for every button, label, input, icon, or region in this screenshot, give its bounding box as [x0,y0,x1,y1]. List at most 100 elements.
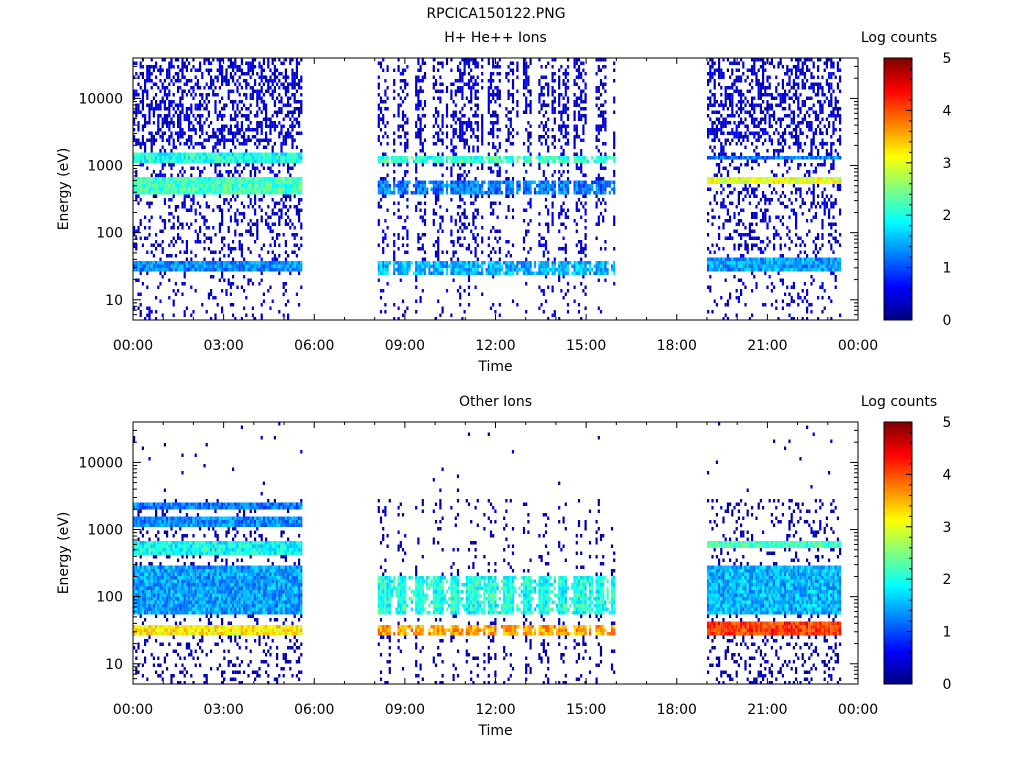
heatmap-cell [577,198,581,202]
heatmap-cell [196,187,199,191]
heatmap-cell [379,310,383,314]
heatmap-cell [729,156,732,160]
heatmap-cell [577,68,581,72]
heatmap-cell [382,184,385,188]
heatmap-cell [291,135,294,139]
heatmap-cell [278,170,281,174]
heatmap-cell [527,79,530,83]
heatmap-cell [595,187,598,191]
heatmap-cell [711,121,714,125]
heatmap-cell [417,156,420,160]
heatmap-cell [474,247,477,251]
heatmap-cell [172,236,175,240]
heatmap-cell [562,296,565,300]
heatmap-cell [388,261,391,265]
heatmap-cell [577,191,581,195]
heatmap-cell [731,152,734,156]
heatmap-cell [481,117,484,121]
heatmap-cell [709,285,712,289]
heatmap-cell [168,180,171,184]
heatmap-cell [159,184,162,188]
heatmap-cell [225,156,228,160]
heatmap-cell [472,271,475,275]
heatmap-cell [181,180,184,184]
heatmap-cell [382,240,385,244]
heatmap-cell [273,100,276,104]
heatmap-cell [382,180,385,184]
heatmap-cell [168,75,171,79]
heatmap-cell [249,229,252,233]
heatmap-cell [709,201,712,205]
heatmap-cell [168,68,171,72]
heatmap-cell [135,198,138,202]
heatmap-cell [608,191,611,195]
heatmap-cell [432,264,435,268]
heatmap-cell [159,261,162,265]
heatmap-cell [726,219,729,223]
heatmap-cell [227,58,230,62]
heatmap-cell [192,124,195,128]
heatmap-cell [256,89,259,93]
heatmap-cell [564,226,567,230]
heatmap-cell [713,68,716,72]
heatmap-cell [254,159,257,163]
heatmap-cell [232,173,235,177]
heatmap-cell [423,194,427,198]
heatmap-cell [377,222,380,226]
heatmap-cell [573,219,576,223]
heatmap-cell [168,184,171,188]
heatmap-cell [258,180,261,184]
heatmap-cell [236,89,239,93]
heatmap-cell [527,135,530,139]
heatmap-cell [445,58,449,62]
heatmap-cell [276,184,279,188]
heatmap-cell [262,268,265,272]
heatmap-cell [133,226,136,230]
heatmap-cell [232,187,235,191]
heatmap-cell [179,180,182,184]
heatmap-cell [421,79,424,83]
heatmap-cell [183,282,186,286]
heatmap-cell [575,131,578,135]
heatmap-cell [260,191,263,195]
heatmap-cell [205,180,208,184]
heatmap-cell [172,159,175,163]
heatmap-cell [445,289,449,293]
heatmap-cell [722,205,725,209]
heatmap-cell [229,205,232,209]
heatmap-cell [234,264,237,268]
heatmap-cell [282,75,285,79]
heatmap-cell [421,247,424,251]
heatmap-cell [713,72,716,76]
heatmap-cell [707,128,710,132]
heatmap-cell [179,187,182,191]
heatmap-cell [566,184,570,188]
heatmap-cell [404,82,407,86]
heatmap-cell [726,257,729,261]
heatmap-cell [564,184,567,188]
heatmap-cell [133,128,136,132]
heatmap-cell [505,271,508,275]
heatmap-cell [174,110,177,114]
heatmap-cell [417,68,420,72]
heatmap-cell [386,173,389,177]
heatmap-cell [247,177,250,181]
heatmap-cell [562,149,565,153]
heatmap-cell [599,247,603,251]
heatmap-cell [207,110,210,114]
heatmap-cell [295,82,298,86]
heatmap-cell [159,128,162,132]
heatmap-cell [511,79,515,83]
heatmap-cell [192,198,195,202]
heatmap-cell [291,93,294,97]
heatmap-cell [597,187,600,191]
heatmap-cell [577,117,581,121]
heatmap-cell [234,187,237,191]
heatmap-cell [415,103,418,107]
heatmap-cell [527,65,530,69]
heatmap-cell [544,82,548,86]
heatmap-cell [287,180,290,184]
heatmap-cell [267,205,270,209]
heatmap-cell [157,156,160,160]
heatmap-cell [404,226,407,230]
